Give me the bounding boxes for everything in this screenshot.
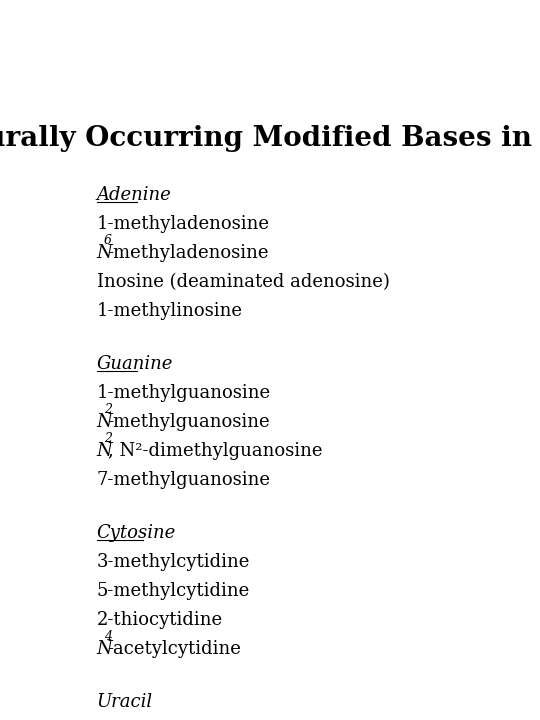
Text: 5-methylcytidine: 5-methylcytidine: [97, 582, 250, 600]
Text: 1-methyladenosine: 1-methyladenosine: [97, 215, 270, 233]
Text: 1-methylguanosine: 1-methylguanosine: [97, 384, 271, 402]
Text: Uracil: Uracil: [97, 693, 153, 711]
Text: 2: 2: [104, 403, 112, 416]
Text: , N²-dimethylguanosine: , N²-dimethylguanosine: [107, 442, 322, 460]
Text: Cytosine: Cytosine: [97, 524, 176, 542]
Text: Guanine: Guanine: [97, 355, 173, 373]
Text: -methyladenosine: -methyladenosine: [107, 244, 269, 262]
Text: 1-methylinosine: 1-methylinosine: [97, 302, 243, 320]
Text: 4: 4: [104, 630, 112, 643]
Text: N: N: [97, 244, 112, 262]
Text: -acetylcytidine: -acetylcytidine: [107, 639, 241, 657]
Text: 3-methylcytidine: 3-methylcytidine: [97, 553, 250, 571]
Text: Naturally Occurring Modified Bases in tRNA: Naturally Occurring Modified Bases in tR…: [0, 125, 540, 152]
Text: -methylguanosine: -methylguanosine: [107, 413, 270, 431]
Text: 7-methylguanosine: 7-methylguanosine: [97, 471, 271, 489]
Text: 6: 6: [104, 234, 112, 247]
Text: 2-thiocytidine: 2-thiocytidine: [97, 611, 223, 629]
Text: Inosine (deaminated adenosine): Inosine (deaminated adenosine): [97, 273, 390, 291]
Text: N: N: [97, 442, 112, 460]
Text: 2: 2: [104, 432, 112, 445]
Text: N: N: [97, 413, 112, 431]
Text: Adenine: Adenine: [97, 186, 172, 204]
Text: N: N: [97, 639, 112, 657]
